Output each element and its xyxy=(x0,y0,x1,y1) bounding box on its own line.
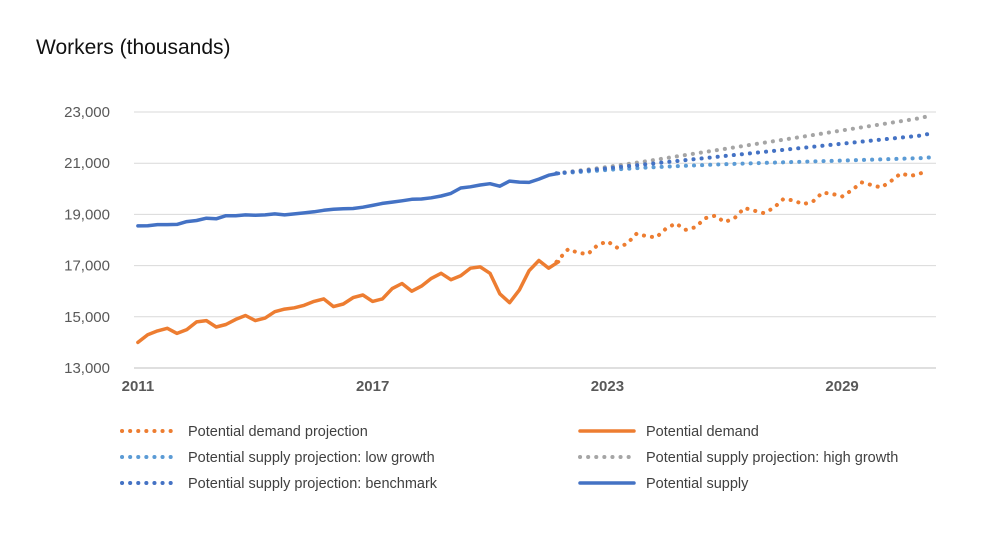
legend-item-supply-low: Potential supply projection: low growth xyxy=(120,450,435,466)
y-tick-label: 17,000 xyxy=(64,258,110,275)
series-line-demand xyxy=(136,258,561,345)
y-tick-label: 15,000 xyxy=(64,309,110,326)
legend-label: Potential supply projection: low growth xyxy=(188,450,435,466)
legend-label: Potential demand xyxy=(646,424,759,440)
legend-label: Potential supply projection: high growth xyxy=(646,450,898,466)
y-tick-label: 13,000 xyxy=(64,360,110,377)
x-tick-label: 2029 xyxy=(825,378,858,395)
x-tick-label: 2017 xyxy=(356,378,389,395)
legend-item-demand-projection: Potential demand projection xyxy=(120,424,368,440)
legend: Potential demand projection Potential dem… xyxy=(120,424,898,492)
x-tick-label: 2011 xyxy=(122,378,155,395)
series-line-supply xyxy=(136,171,561,228)
legend-item-demand: Potential demand xyxy=(578,424,759,440)
x-tick-label: 2023 xyxy=(591,378,624,395)
gridlines xyxy=(134,111,936,369)
legend-label: Potential demand projection xyxy=(188,424,368,440)
legend-label: Potential supply projection: benchmark xyxy=(188,476,438,492)
series-line-demand-projection xyxy=(554,168,931,264)
series-lines xyxy=(136,113,935,345)
legend-item-supply-benchmark: Potential supply projection: benchmark xyxy=(120,476,438,492)
legend-item-supply: Potential supply xyxy=(578,476,749,492)
y-tick-label: 19,000 xyxy=(64,206,110,223)
legend-label: Potential supply xyxy=(646,476,749,492)
series-line-supply-benchmark xyxy=(554,131,935,176)
x-axis-tick-labels: 2011 2017 2023 2029 xyxy=(122,378,859,395)
y-tick-label: 23,000 xyxy=(64,104,110,121)
y-tick-label: 21,000 xyxy=(64,155,110,172)
y-axis-tick-labels: 13,000 15,000 17,000 19,000 21,000 23,000 xyxy=(64,104,110,377)
series-line-supply-high xyxy=(554,113,935,176)
chart-title: Workers (thousands) xyxy=(36,36,231,59)
legend-item-supply-high: Potential supply projection: high growth xyxy=(578,450,898,466)
